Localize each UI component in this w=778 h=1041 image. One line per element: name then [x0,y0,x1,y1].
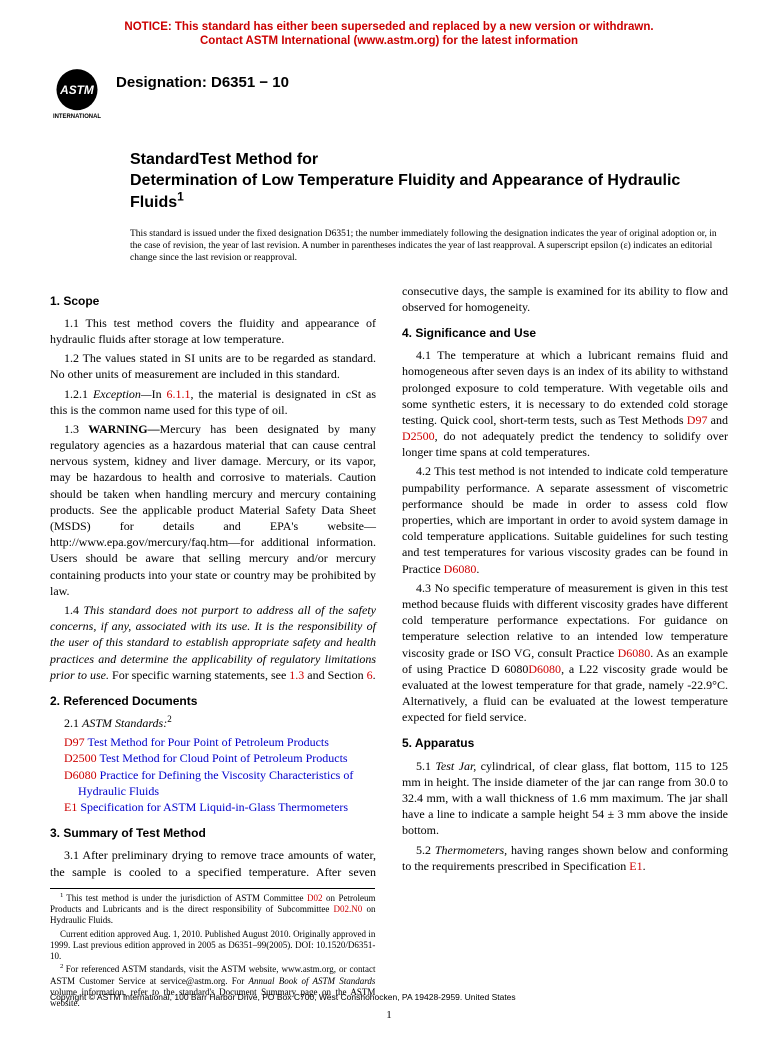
title-line2: Determination of Low Temperature Fluidit… [130,170,728,213]
link-e1[interactable]: E1 [629,859,642,873]
para-4-3: 4.3 No specific temperature of measureme… [402,580,728,726]
footnote-1: 1 This test method is under the jurisdic… [50,893,375,927]
para-5-1: 5.1 Test Jar, cylindrical, of clear glas… [402,758,728,839]
notice-line1: NOTICE: This standard has either been su… [124,21,653,33]
link-d02[interactable]: D02 [307,893,323,903]
para-5-2: 5.2 Thermometers, having ranges shown be… [402,842,728,874]
heading-significance: 4. Significance and Use [402,325,728,341]
astm-logo: ASTM INTERNATIONAL [50,67,104,121]
para-2-1: 2.1 ASTM Standards:2 [50,715,376,731]
svg-text:ASTM: ASTM [59,83,95,97]
title-sup: 1 [177,190,184,204]
notice-banner: NOTICE: This standard has either been su… [50,20,728,49]
title-block: StandardTest Method for Determination of… [130,149,728,214]
heading-scope: 1. Scope [50,293,376,309]
link-d6080-c[interactable]: D6080 [528,662,561,676]
ref-d6080[interactable]: D6080 Practice for Defining the Viscosit… [64,767,376,799]
para-1-2-1: 1.2.1 Exception—In 6.1.1, the material i… [50,386,376,418]
link-1-3[interactable]: 1.3 [289,668,304,682]
link-6-1-1[interactable]: 6.1.1 [167,387,191,401]
footnote-1b: Current edition approved Aug. 1, 2010. P… [50,929,375,963]
para-1-3: 1.3 WARNING—Mercury has been designated … [50,421,376,599]
link-d97[interactable]: D97 [687,413,708,427]
svg-text:INTERNATIONAL: INTERNATIONAL [53,114,101,120]
link-d6080-b[interactable]: D6080 [618,646,651,660]
link-d02n0[interactable]: D02.N0 [334,904,363,914]
issuance-note: This standard is issued under the fixed … [130,228,728,265]
heading-referenced: 2. Referenced Documents [50,693,376,709]
copyright: Copyright © ASTM International, 100 Barr… [50,992,516,1003]
heading-summary: 3. Summary of Test Method [50,825,376,841]
body-columns: 1. Scope 1.1 This test method covers the… [50,283,728,880]
page-number: 1 [386,1008,392,1023]
header-row: ASTM INTERNATIONAL Designation: D6351 − … [50,67,728,121]
link-d2500[interactable]: D2500 [402,429,435,443]
ref-d97[interactable]: D97 Test Method for Pour Point of Petrol… [64,734,376,750]
link-d6080-a[interactable]: D6080 [444,562,477,576]
heading-apparatus: 5. Apparatus [402,735,728,751]
notice-line2: Contact ASTM International (www.astm.org… [200,35,578,47]
para-4-1: 4.1 The temperature at which a lubricant… [402,347,728,460]
ref-d2500[interactable]: D2500 Test Method for Cloud Point of Pet… [64,750,376,766]
title-line1: StandardTest Method for [130,149,728,171]
para-1-1: 1.1 This test method covers the fluidity… [50,315,376,347]
title-text: Determination of Low Temperature Fluidit… [130,172,680,211]
designation: Designation: D6351 − 10 [116,67,289,93]
para-1-2: 1.2 The values stated in SI units are to… [50,350,376,382]
ref-e1[interactable]: E1 Specification for ASTM Liquid-in-Glas… [64,799,376,815]
para-1-4: 1.4 This standard does not purport to ad… [50,602,376,683]
para-4-2: 4.2 This test method is not intended to … [402,463,728,576]
